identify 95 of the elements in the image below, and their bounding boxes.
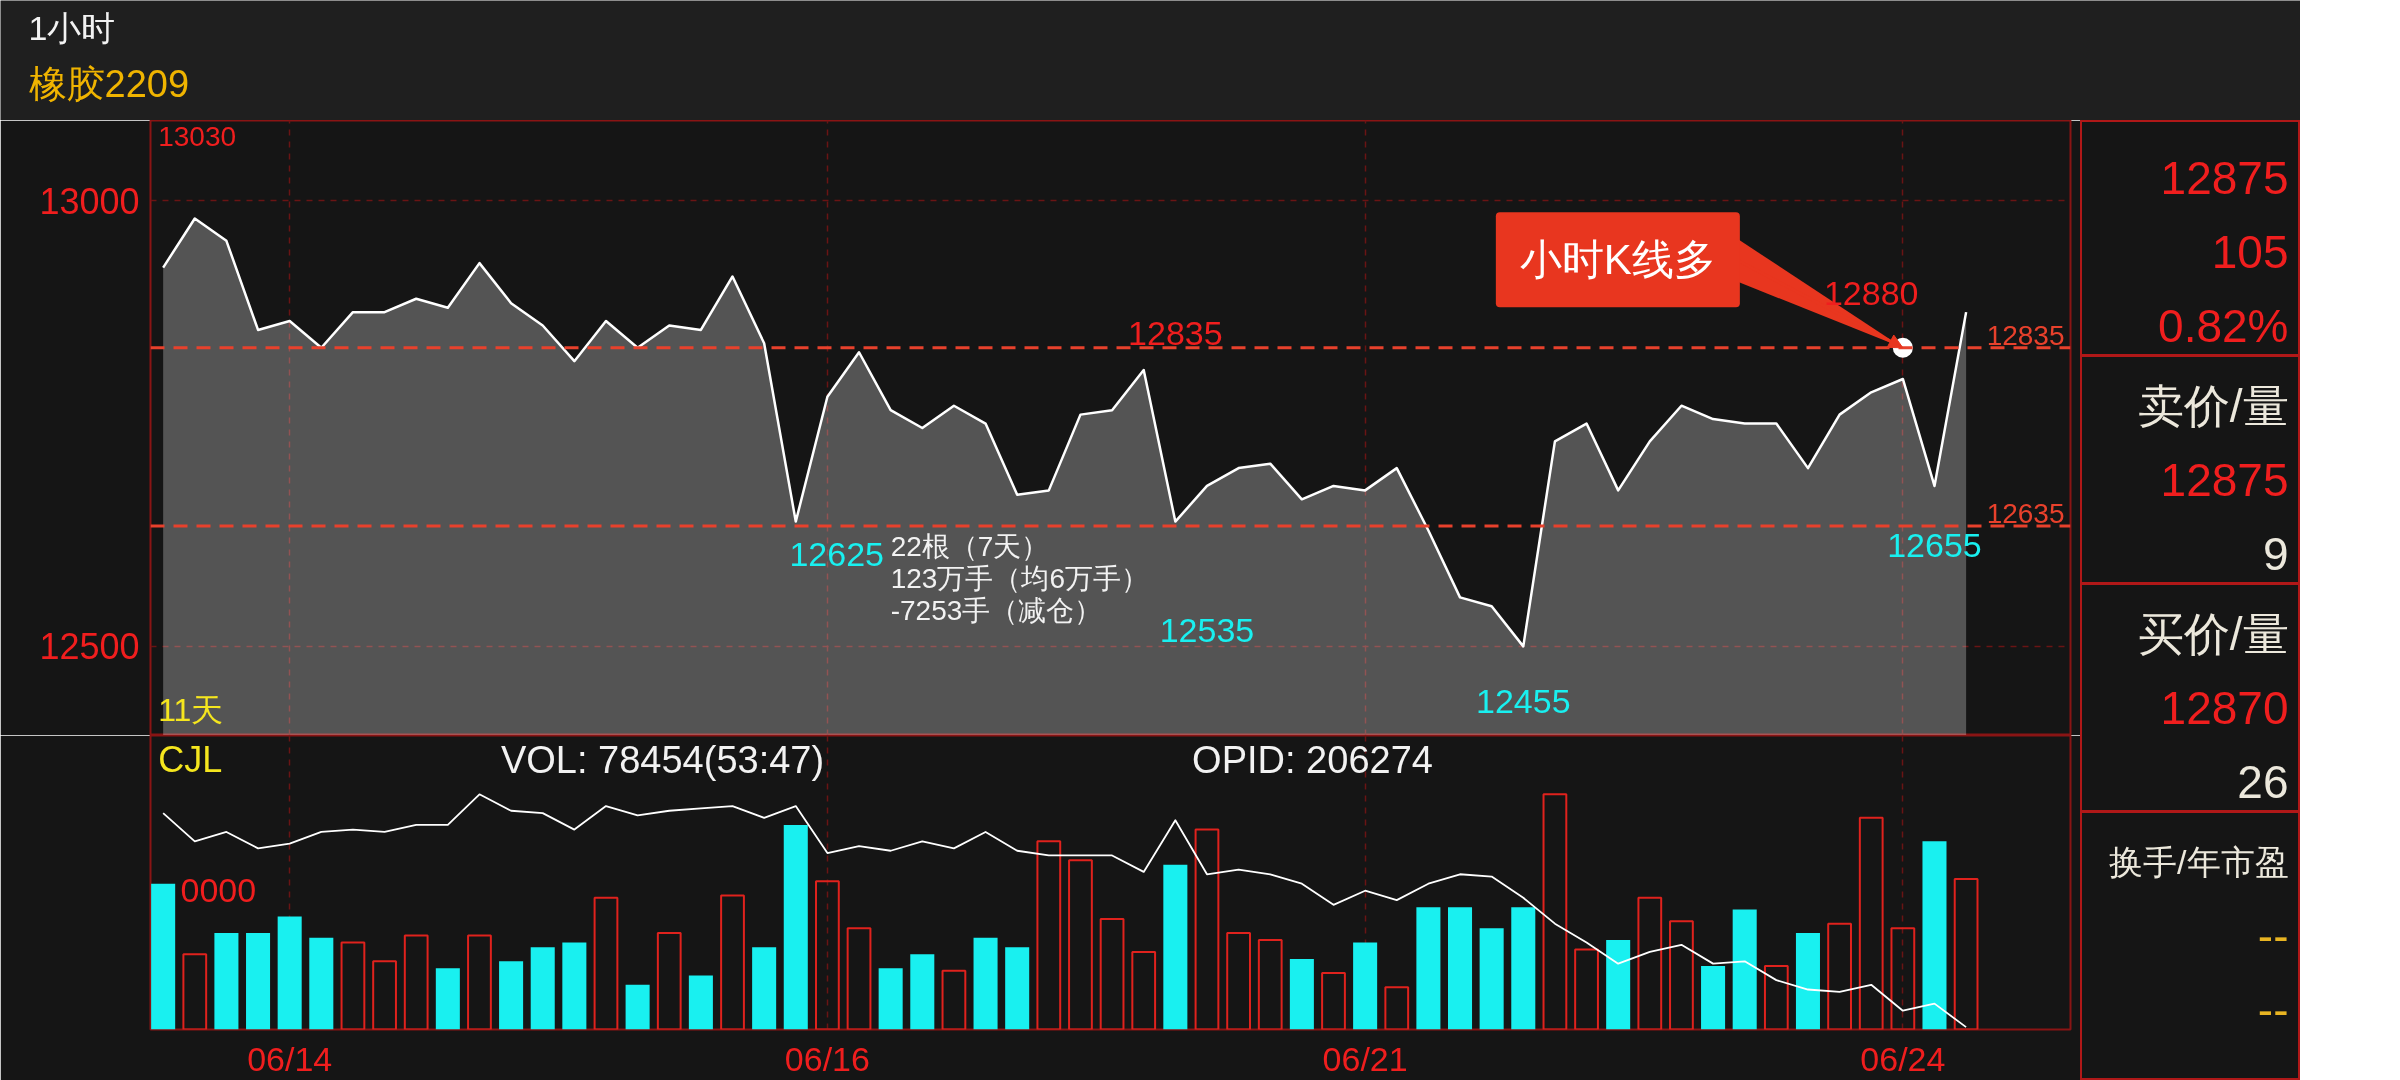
annotation: 12835	[1128, 313, 1223, 352]
annotation: 12655	[1887, 525, 1982, 564]
bar	[973, 937, 998, 1030]
bar	[1479, 928, 1504, 1030]
text: --	[2257, 983, 2289, 1036]
bar	[1511, 907, 1536, 1030]
annotation: 22根（7天）	[890, 531, 1050, 562]
bar	[1795, 933, 1820, 1030]
bar	[467, 934, 492, 1030]
bar	[593, 896, 619, 1030]
bar	[625, 984, 650, 1030]
bar	[783, 824, 808, 1030]
bar	[1163, 864, 1188, 1030]
bar	[1068, 859, 1093, 1030]
text: 卖价/量	[2137, 379, 2289, 432]
chart-title: CJL	[158, 739, 223, 781]
bar	[309, 937, 334, 1030]
bar	[846, 927, 872, 1030]
bar	[1542, 793, 1568, 1030]
bar	[1448, 907, 1473, 1030]
text: 12875	[2160, 151, 2289, 204]
bar	[878, 968, 903, 1030]
bar	[340, 941, 366, 1030]
bar	[1574, 948, 1599, 1030]
text: VOL: 78454(53:47)	[500, 739, 825, 782]
bar	[1005, 947, 1030, 1030]
bar	[1036, 840, 1062, 1030]
ref-line-label: 12835	[1986, 319, 2065, 351]
x-tick-label: 06/14	[247, 1039, 333, 1078]
bar	[1763, 965, 1789, 1030]
ref-line-label: 12635	[1986, 498, 2065, 530]
bar	[1606, 940, 1631, 1030]
text: 12870	[2160, 681, 2289, 734]
annotation: 12880	[1823, 273, 1919, 312]
bar	[151, 883, 176, 1030]
bar	[214, 933, 239, 1030]
text: 买价/量	[2137, 607, 2289, 660]
annotation: 12535	[1159, 610, 1255, 649]
text: 0.82%	[2158, 299, 2289, 352]
bar	[499, 961, 524, 1030]
text: 26	[2237, 755, 2289, 808]
bar	[1701, 966, 1726, 1030]
x-tick-label: 06/21	[1322, 1039, 1408, 1078]
chart-subtitle: 橡胶2209	[28, 62, 190, 105]
bar	[815, 880, 840, 1030]
annotation: 12625	[789, 534, 884, 573]
bar	[1353, 942, 1378, 1030]
annotation: 13030	[158, 120, 237, 152]
annotation: 小时K线多	[1519, 236, 1716, 284]
bar	[1194, 828, 1220, 1030]
y-tick-label: 13000	[39, 180, 140, 222]
bar	[1732, 909, 1757, 1030]
bar	[182, 953, 208, 1030]
x-tick-label: 06/16	[784, 1039, 870, 1078]
x-tick-label: 06/24	[1860, 1039, 1946, 1078]
bar	[403, 934, 429, 1030]
annotation: 0000	[180, 871, 257, 910]
annotation: 123万手（均6万手）	[890, 563, 1149, 594]
bar	[1669, 920, 1694, 1030]
text: 105	[2211, 225, 2289, 278]
bar	[656, 932, 682, 1030]
bar	[1890, 927, 1916, 1030]
chart-title: 1小时	[28, 8, 116, 47]
annotation: -7253手（减仓）	[890, 595, 1103, 626]
text: 9	[2262, 527, 2289, 580]
bar	[277, 916, 302, 1030]
bar	[1321, 972, 1346, 1030]
bar	[562, 942, 587, 1030]
bar	[941, 969, 967, 1030]
bar	[435, 968, 460, 1030]
bar	[752, 947, 777, 1030]
bar	[910, 954, 935, 1030]
bar	[688, 975, 713, 1030]
text: 换手/年市盈	[2109, 842, 2289, 881]
bar	[1416, 907, 1441, 1030]
bar	[246, 933, 271, 1030]
bar	[1953, 877, 1979, 1030]
y-tick-label: 12500	[39, 626, 140, 668]
bar	[530, 947, 555, 1030]
bar	[1858, 816, 1884, 1030]
bar	[1131, 950, 1157, 1030]
text: --	[2257, 909, 2289, 962]
bar	[1226, 932, 1251, 1030]
bar	[372, 960, 397, 1030]
text: OPID: 206274	[1192, 739, 1433, 782]
bar	[1289, 958, 1314, 1030]
bar	[1099, 917, 1125, 1030]
bar	[1637, 896, 1663, 1030]
bar	[1257, 939, 1283, 1030]
annotation: 11天	[158, 691, 224, 728]
bar	[720, 894, 745, 1030]
text: 12875	[2160, 453, 2289, 506]
annotation: 12455	[1476, 681, 1571, 720]
bar	[1827, 922, 1852, 1030]
bar	[1922, 841, 1947, 1030]
